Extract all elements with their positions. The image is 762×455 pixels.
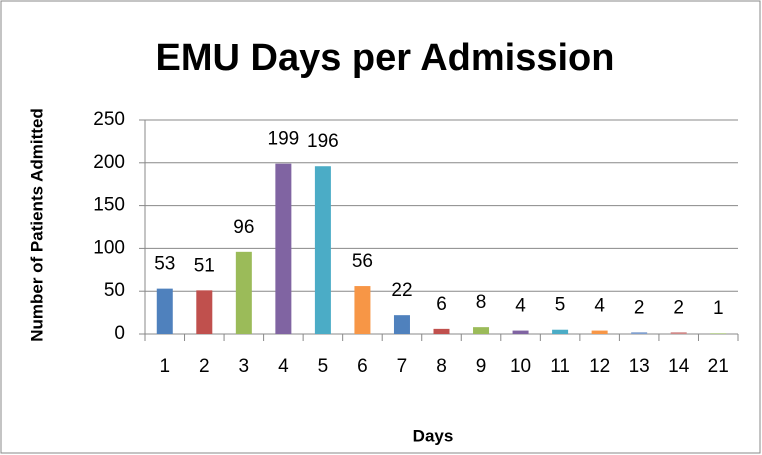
data-label: 2 — [673, 297, 684, 318]
bar — [552, 329, 569, 334]
x-tick-label: 7 — [397, 356, 408, 377]
bar — [512, 330, 529, 334]
x-tick-label: 10 — [510, 356, 531, 377]
bar — [591, 330, 608, 334]
bar — [196, 290, 213, 334]
x-tick-label: 1 — [159, 356, 170, 377]
data-label: 4 — [594, 296, 605, 317]
x-tick-label: 13 — [629, 356, 650, 377]
bar — [156, 288, 173, 334]
chart-title: EMU Days per Admission — [156, 37, 615, 79]
data-label: 6 — [436, 294, 447, 315]
data-label: 51 — [194, 255, 215, 276]
data-label: 5 — [555, 295, 566, 316]
bar — [275, 163, 292, 334]
x-tick-label: 14 — [668, 356, 690, 377]
data-label: 196 — [307, 131, 339, 152]
bar — [393, 315, 410, 334]
bar — [314, 166, 331, 334]
x-tick-label: 2 — [199, 356, 210, 377]
x-tick-label: 11 — [550, 356, 570, 377]
data-label: 22 — [391, 280, 412, 301]
data-label: 56 — [352, 251, 373, 272]
data-label: 1 — [713, 298, 724, 319]
bar — [473, 327, 490, 334]
x-tick-label: 12 — [589, 356, 610, 377]
x-tick-label: 21 — [708, 356, 729, 377]
y-tick-label: 0 — [114, 323, 125, 344]
bar — [354, 286, 371, 334]
bar — [433, 328, 450, 334]
data-label: 199 — [268, 129, 300, 150]
y-tick-label: 50 — [104, 280, 125, 301]
x-tick-label: 4 — [278, 356, 289, 377]
bar — [710, 333, 727, 334]
bar — [670, 332, 687, 334]
data-label: 8 — [476, 292, 487, 313]
x-tick-label: 9 — [476, 356, 487, 377]
x-tick-label: 8 — [436, 356, 447, 377]
x-tick-label: 3 — [239, 356, 250, 377]
x-axis-label: Days — [413, 426, 454, 445]
y-tick-label: 150 — [93, 195, 125, 216]
y-tick-label: 250 — [93, 109, 125, 130]
data-label: 96 — [233, 217, 254, 238]
y-tick-label: 100 — [93, 237, 125, 258]
y-tick-label: 200 — [93, 152, 125, 173]
data-label: 4 — [515, 296, 526, 317]
bar — [235, 251, 252, 334]
data-label: 2 — [634, 297, 645, 318]
y-axis-label: Number of Patients Admitted — [27, 108, 46, 342]
data-label: 53 — [154, 254, 175, 275]
bar — [631, 332, 648, 334]
x-tick-label: 6 — [357, 356, 368, 377]
x-tick-label: 5 — [318, 356, 329, 377]
